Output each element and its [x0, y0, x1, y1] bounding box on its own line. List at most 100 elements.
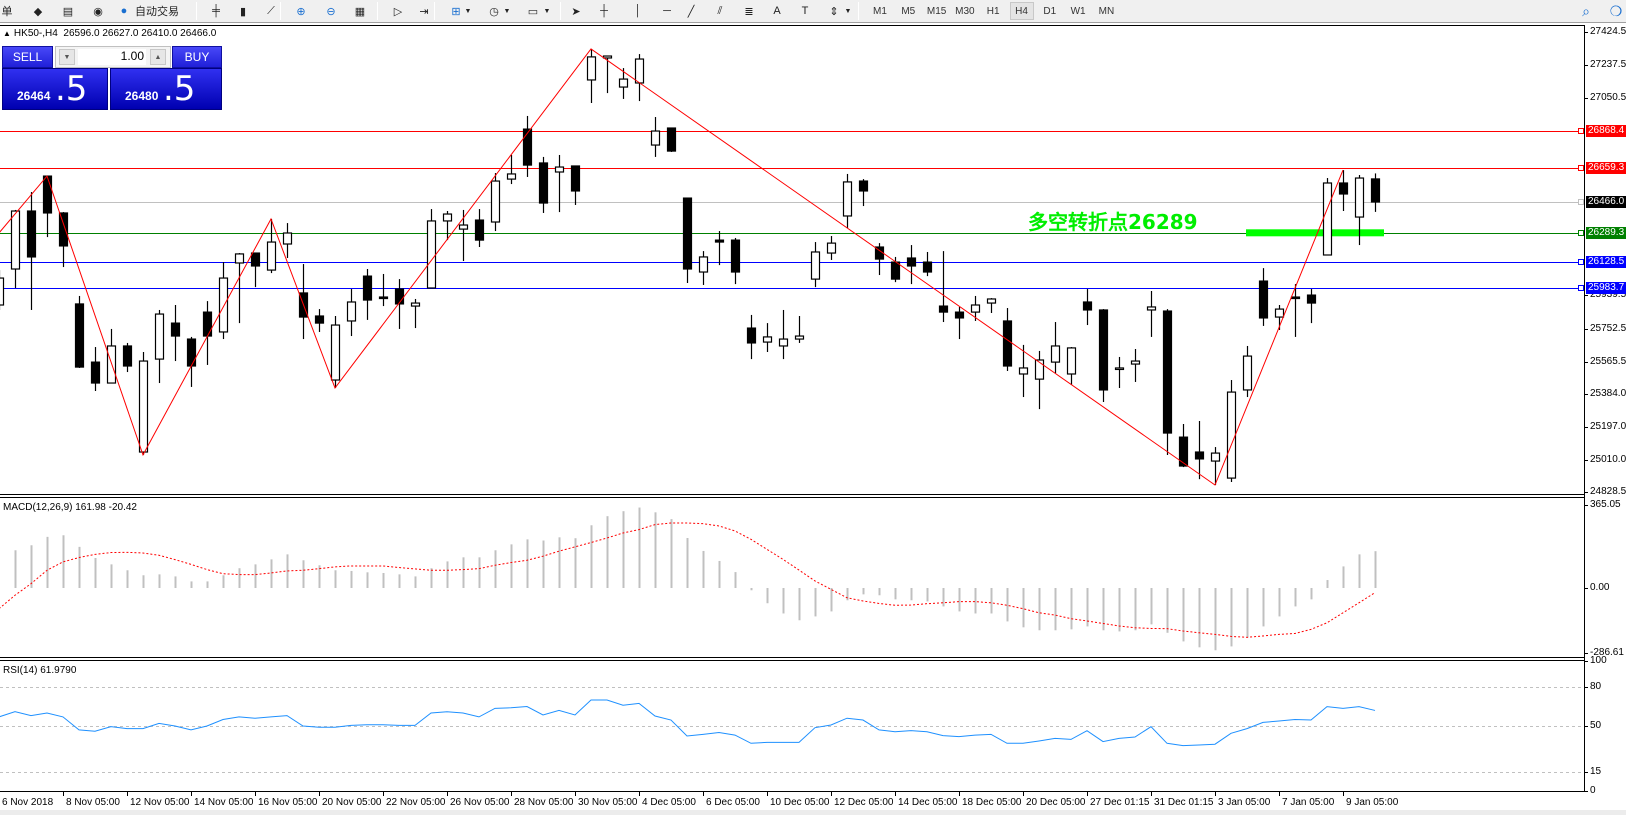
candle[interactable] — [730, 237, 741, 285]
candle[interactable] — [138, 352, 149, 455]
candle[interactable] — [442, 211, 453, 241]
zoom-out-icon[interactable]: ⊖ — [326, 5, 336, 18]
candle[interactable] — [490, 173, 501, 232]
candle[interactable] — [1098, 309, 1109, 403]
candle[interactable] — [314, 309, 325, 332]
level-handle-icon[interactable] — [1578, 199, 1584, 205]
level-handle-icon[interactable] — [1578, 259, 1584, 265]
candle[interactable] — [506, 154, 517, 185]
candle[interactable] — [746, 314, 757, 360]
timeframe-mn[interactable]: MN — [1098, 5, 1115, 17]
timeframe-d1[interactable]: D1 — [1043, 5, 1057, 17]
candle[interactable] — [714, 231, 725, 266]
candle[interactable] — [1370, 173, 1381, 212]
candle[interactable] — [1226, 380, 1237, 482]
collapse-triangle-icon[interactable]: ▲ — [3, 29, 11, 38]
candle[interactable] — [794, 316, 805, 343]
timeframe-m1[interactable]: M1 — [873, 5, 887, 17]
candle[interactable] — [58, 212, 69, 268]
timeframe-w1[interactable]: W1 — [1070, 5, 1086, 17]
arrows-icon[interactable]: ⇕ — [829, 5, 839, 18]
candle[interactable] — [474, 209, 485, 248]
candle[interactable] — [1258, 268, 1269, 326]
candle[interactable] — [202, 301, 213, 365]
candle[interactable] — [1322, 178, 1333, 256]
autoscroll-icon[interactable]: ▷ — [393, 5, 403, 18]
candle[interactable] — [650, 117, 661, 157]
zoom-in-icon[interactable]: ⊕ — [296, 5, 306, 18]
search-icon[interactable]: ⌕ — [1582, 2, 1590, 19]
sell-button[interactable]: SELL — [2, 46, 53, 68]
periods-clock-icon[interactable]: ◷ — [489, 5, 499, 18]
candle[interactable] — [154, 309, 165, 384]
candle[interactable] — [266, 218, 277, 274]
autotrade-button[interactable]: 自动交易 — [135, 6, 179, 18]
candle[interactable] — [170, 305, 181, 362]
signal-icon[interactable]: ◉ — [93, 5, 103, 18]
timeframe-h1[interactable]: H1 — [986, 5, 1000, 17]
tile-windows-icon[interactable]: ▦ — [354, 5, 366, 18]
periods-dropdown-icon[interactable]: ▼ — [503, 7, 511, 15]
candle[interactable] — [1162, 309, 1173, 456]
sell-price[interactable]: 26464 .5 — [2, 68, 108, 110]
candle[interactable] — [938, 251, 949, 323]
candle[interactable] — [906, 245, 917, 285]
candle[interactable] — [426, 209, 437, 289]
bar-chart-icon[interactable]: ╪ — [212, 5, 220, 17]
pane-separator-macd[interactable] — [0, 494, 1585, 498]
cursor-icon[interactable]: ➤ — [571, 5, 581, 18]
orders-icon[interactable]: ◆ — [33, 5, 43, 18]
candle[interactable] — [634, 54, 645, 102]
chart-shift-icon[interactable]: ⇥ — [419, 5, 429, 18]
candle[interactable] — [810, 242, 821, 288]
candle[interactable] — [858, 179, 869, 207]
new-order-label[interactable]: 单 — [1, 6, 13, 18]
candle[interactable] — [1018, 344, 1029, 398]
candle[interactable] — [0, 270, 5, 310]
candle[interactable] — [602, 55, 613, 94]
candle[interactable] — [970, 295, 981, 321]
candle[interactable] — [826, 236, 837, 260]
candle[interactable] — [122, 342, 133, 373]
candle[interactable] — [282, 223, 293, 259]
candle[interactable] — [250, 252, 261, 288]
candle[interactable] — [1146, 290, 1157, 337]
templates-icon[interactable]: ▭ — [527, 5, 539, 18]
level-handle-icon[interactable] — [1578, 128, 1584, 134]
lot-size-input[interactable]: 1.00 — [78, 49, 146, 65]
candle[interactable] — [234, 253, 245, 324]
candle[interactable] — [682, 197, 693, 284]
text-label-icon[interactable]: T — [801, 5, 809, 17]
candle[interactable] — [330, 316, 341, 388]
autotrade-icon[interactable]: ● — [120, 5, 128, 17]
chart-canvas[interactable] — [0, 0, 1584, 815]
candle[interactable] — [842, 173, 853, 229]
candle[interactable] — [1066, 347, 1077, 385]
candle[interactable] — [298, 264, 309, 340]
candle[interactable] — [762, 323, 773, 352]
candle[interactable] — [74, 295, 85, 368]
horizontal-line-icon[interactable]: ─ — [663, 5, 671, 17]
candle[interactable] — [890, 256, 901, 283]
candle[interactable] — [1178, 424, 1189, 468]
level-handle-icon[interactable] — [1578, 165, 1584, 171]
candle[interactable] — [1210, 447, 1221, 486]
lot-decrease-icon[interactable]: ▼ — [59, 49, 75, 65]
level-handle-icon[interactable] — [1578, 230, 1584, 236]
candle[interactable] — [1050, 322, 1061, 374]
candle[interactable] — [1354, 175, 1365, 246]
pivot-marker-bar[interactable] — [1246, 229, 1384, 237]
pane-separator-rsi[interactable] — [0, 657, 1585, 661]
candle[interactable] — [26, 192, 37, 310]
trendline-icon[interactable]: ╱ — [687, 5, 695, 18]
level-handle-icon[interactable] — [1578, 285, 1584, 291]
candle[interactable] — [1034, 350, 1045, 410]
candle[interactable] — [986, 298, 997, 313]
candle[interactable] — [346, 289, 357, 337]
timeframe-m30[interactable]: M30 — [955, 5, 975, 17]
candle[interactable] — [1130, 348, 1141, 382]
candle[interactable] — [554, 154, 565, 213]
chat-icon[interactable]: ❍ — [1609, 2, 1623, 19]
candle[interactable] — [394, 279, 405, 329]
candlestick-icon[interactable]: ▮ — [239, 5, 247, 18]
